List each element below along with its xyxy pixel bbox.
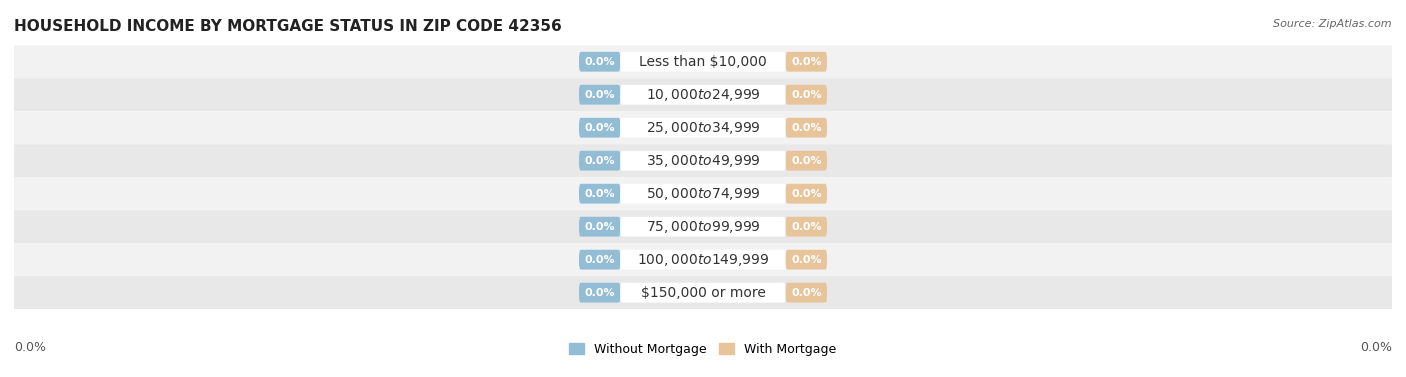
FancyBboxPatch shape	[620, 283, 786, 302]
Text: 0.0%: 0.0%	[792, 254, 821, 265]
Text: 0.0%: 0.0%	[14, 342, 46, 354]
Text: 0.0%: 0.0%	[585, 188, 614, 199]
Text: 0.0%: 0.0%	[585, 123, 614, 133]
Text: $25,000 to $34,999: $25,000 to $34,999	[645, 120, 761, 136]
FancyBboxPatch shape	[579, 250, 620, 270]
FancyBboxPatch shape	[14, 144, 1392, 177]
FancyBboxPatch shape	[620, 184, 786, 204]
Text: $35,000 to $49,999: $35,000 to $49,999	[645, 153, 761, 169]
Text: $50,000 to $74,999: $50,000 to $74,999	[645, 186, 761, 202]
FancyBboxPatch shape	[14, 243, 1392, 276]
Text: 0.0%: 0.0%	[585, 90, 614, 100]
Text: 0.0%: 0.0%	[792, 222, 821, 232]
Text: 0.0%: 0.0%	[585, 288, 614, 298]
Text: 0.0%: 0.0%	[792, 57, 821, 67]
FancyBboxPatch shape	[579, 151, 620, 170]
FancyBboxPatch shape	[14, 210, 1392, 243]
FancyBboxPatch shape	[579, 283, 620, 302]
Text: 0.0%: 0.0%	[792, 288, 821, 298]
FancyBboxPatch shape	[620, 151, 786, 170]
FancyBboxPatch shape	[786, 151, 827, 170]
FancyBboxPatch shape	[14, 111, 1392, 144]
FancyBboxPatch shape	[620, 250, 786, 270]
FancyBboxPatch shape	[786, 250, 827, 270]
Text: 0.0%: 0.0%	[585, 254, 614, 265]
Text: $150,000 or more: $150,000 or more	[641, 286, 765, 300]
Text: 0.0%: 0.0%	[585, 57, 614, 67]
FancyBboxPatch shape	[620, 52, 786, 72]
Text: 0.0%: 0.0%	[792, 188, 821, 199]
FancyBboxPatch shape	[579, 52, 620, 72]
Text: 0.0%: 0.0%	[1360, 342, 1392, 354]
FancyBboxPatch shape	[786, 184, 827, 204]
FancyBboxPatch shape	[14, 177, 1392, 210]
Text: $75,000 to $99,999: $75,000 to $99,999	[645, 219, 761, 234]
FancyBboxPatch shape	[579, 184, 620, 204]
Text: 0.0%: 0.0%	[792, 90, 821, 100]
Text: $100,000 to $149,999: $100,000 to $149,999	[637, 252, 769, 268]
FancyBboxPatch shape	[14, 276, 1392, 309]
Text: 0.0%: 0.0%	[585, 156, 614, 166]
FancyBboxPatch shape	[579, 118, 620, 138]
Text: 0.0%: 0.0%	[792, 123, 821, 133]
Text: Less than $10,000: Less than $10,000	[640, 55, 766, 69]
Text: $10,000 to $24,999: $10,000 to $24,999	[645, 87, 761, 103]
FancyBboxPatch shape	[14, 78, 1392, 111]
FancyBboxPatch shape	[579, 217, 620, 237]
FancyBboxPatch shape	[620, 85, 786, 104]
Text: 0.0%: 0.0%	[792, 156, 821, 166]
FancyBboxPatch shape	[620, 217, 786, 237]
Legend: Without Mortgage, With Mortgage: Without Mortgage, With Mortgage	[564, 338, 842, 361]
Text: 0.0%: 0.0%	[585, 222, 614, 232]
FancyBboxPatch shape	[786, 283, 827, 302]
FancyBboxPatch shape	[786, 217, 827, 237]
Text: HOUSEHOLD INCOME BY MORTGAGE STATUS IN ZIP CODE 42356: HOUSEHOLD INCOME BY MORTGAGE STATUS IN Z…	[14, 19, 562, 34]
FancyBboxPatch shape	[620, 118, 786, 138]
FancyBboxPatch shape	[786, 52, 827, 72]
FancyBboxPatch shape	[579, 85, 620, 104]
Text: Source: ZipAtlas.com: Source: ZipAtlas.com	[1274, 19, 1392, 29]
FancyBboxPatch shape	[14, 45, 1392, 78]
FancyBboxPatch shape	[786, 85, 827, 104]
FancyBboxPatch shape	[786, 118, 827, 138]
